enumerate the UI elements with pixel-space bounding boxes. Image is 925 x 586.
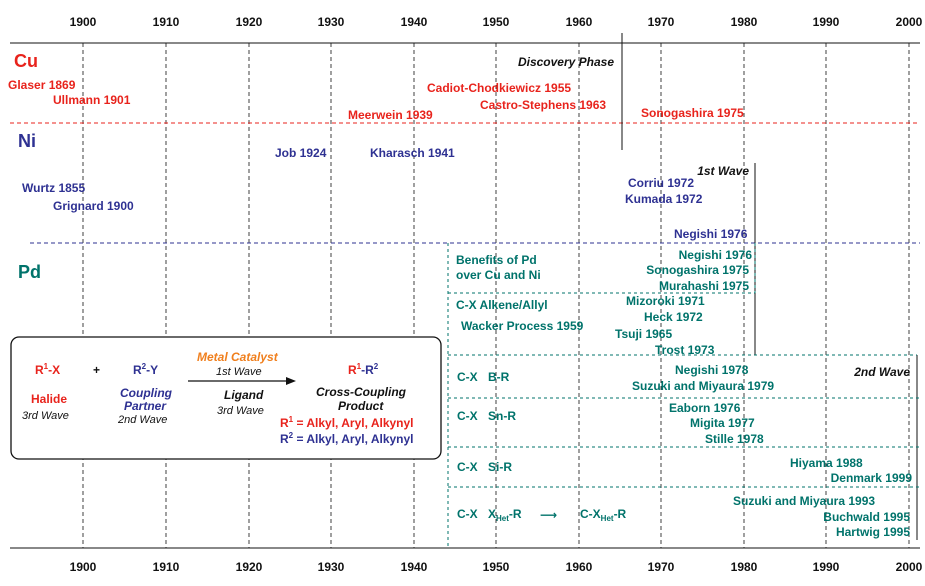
year-label-bottom: 1950 [483,560,510,574]
metal-label-ni: Ni [18,131,36,151]
pd-benefits-line2: over Cu and Ni [456,268,541,282]
scheme-product-label2: Product [338,399,384,413]
event-suzuki-1979: Suzuki and Miyaura 1979 [632,379,774,393]
event-grignard: Grignard 1900 [53,199,134,213]
scheme-catalyst-wave: 1st Wave [216,366,262,378]
pd-hetero-partner: XHet-R [488,507,522,523]
event-hartwig: Hartwig 1995 [836,525,910,539]
year-label-top: 1900 [70,15,97,29]
event-kumada: Kumada 1972 [625,192,703,206]
reaction-scheme: R1-X + R2-Y Halide 3rd Wave Coupling Par… [10,336,442,460]
scheme-r2y: R2-Y [133,362,158,377]
scheme-r2-definition: R2 = Alkyl, Aryl, Alkynyl [280,431,414,446]
discovery-phase-label: Discovery Phase [518,55,614,69]
scheme-coupling: Coupling [120,386,173,400]
scheme-partner: Partner [124,399,167,413]
event-denmark: Denmark 1999 [831,471,913,485]
scheme-ligand: Ligand [224,388,264,402]
pd-tin-cx: C-X [457,409,478,423]
event-buchwald: Buchwald 1995 [823,510,910,524]
event-meerwein: Meerwein 1939 [348,108,433,122]
scheme-partner-wave: 2nd Wave [117,414,167,426]
event-wacker: Wacker Process 1959 [461,319,584,333]
pd-silicon-cx: C-X [457,460,478,474]
event-negishi-ni: Negishi 1976 [674,227,748,241]
pd-alkene-category: C-X Alkene/Allyl [456,298,548,312]
year-label-bottom: 2000 [896,560,923,574]
event-sonogashira-cu: Sonogashira 1975 [641,106,744,120]
event-stille: Stille 1978 [705,432,764,446]
event-mizoroki: Mizoroki 1971 [626,294,705,308]
year-label-bottom: 1990 [813,560,840,574]
year-label-bottom: 1960 [566,560,593,574]
scheme-r1x: R1-X [35,362,60,377]
metal-label-cu: Cu [14,51,38,71]
scheme-box [10,336,442,460]
year-label-top: 1980 [731,15,758,29]
scheme-r1-definition: R1 = Alkyl, Aryl, Alkynyl [280,415,414,430]
pd-hetero-product: C-XHet-R [580,507,627,523]
event-negishi-1978: Negishi 1978 [675,363,749,377]
year-label-bottom: 1970 [648,560,675,574]
scheme-halide: Halide [31,392,67,406]
year-label-bottom: 1980 [731,560,758,574]
event-tsuji: Tsuji 1965 [615,327,672,341]
year-label-top: 1960 [566,15,593,29]
scheme-product-formula: R1-R2 [348,362,379,377]
year-label-top: 1950 [483,15,510,29]
year-gridlines [82,43,910,548]
event-corriu: Corriu 1972 [628,176,694,190]
scheme-ligand-wave: 3rd Wave [217,405,264,417]
event-glaser: Glaser 1869 [8,78,76,92]
event-cadiot: Cadiot-Chodkiewicz 1955 [427,81,571,95]
scheme-plus: + [93,363,100,377]
pd-tin-partner: Sn-R [488,409,516,423]
second-wave-label: 2nd Wave [853,365,910,379]
first-wave-label: 1st Wave [697,164,749,178]
year-label-bottom: 1940 [401,560,428,574]
year-label-top: 1990 [813,15,840,29]
pd-boron-cx: C-X [457,370,478,384]
event-castro: Castro-Stephens 1963 [480,98,606,112]
scheme-catalyst: Metal Catalyst [197,350,279,364]
event-heck: Heck 1972 [644,310,703,324]
year-label-top: 1940 [401,15,428,29]
year-label-top: 1920 [236,15,263,29]
event-migita: Migita 1977 [690,416,755,430]
scheme-arrow-head [286,377,296,385]
pd-benefits-line1: Benefits of Pd [456,253,537,267]
event-negishi-pd: Negishi 1976 [679,248,753,262]
event-eaborn: Eaborn 1976 [669,401,741,415]
year-label-top: 1910 [153,15,180,29]
event-trost: Trost 1973 [655,343,715,357]
scheme-product-label1: Cross-Coupling [316,385,407,399]
metal-label-pd: Pd [18,262,41,282]
event-suzuki-1993: Suzuki and Miyaura 1993 [733,494,875,508]
year-label-bottom: 1910 [153,560,180,574]
event-kharasch: Kharasch 1941 [370,146,455,160]
pd-hetero-cx: C-X [457,507,478,521]
event-wurtz: Wurtz 1855 [22,181,85,195]
event-ullmann: Ullmann 1901 [53,93,131,107]
year-label-top: 1930 [318,15,345,29]
event-sonogashira-pd: Sonogashira 1975 [646,263,749,277]
year-label-bottom: 1930 [318,560,345,574]
event-hiyama: Hiyama 1988 [790,456,863,470]
year-label-top: 2000 [896,15,923,29]
pd-hetero-arrow: ⟶ [540,508,557,522]
year-label-top: 1970 [648,15,675,29]
event-murahashi: Murahashi 1975 [659,279,749,293]
pd-silicon-partner: Si-R [488,460,512,474]
event-job: Job 1924 [275,146,327,160]
pd-boron-partner: B-R [488,370,510,384]
year-label-bottom: 1920 [236,560,263,574]
year-label-bottom: 1900 [70,560,97,574]
scheme-halide-wave: 3rd Wave [22,410,69,422]
